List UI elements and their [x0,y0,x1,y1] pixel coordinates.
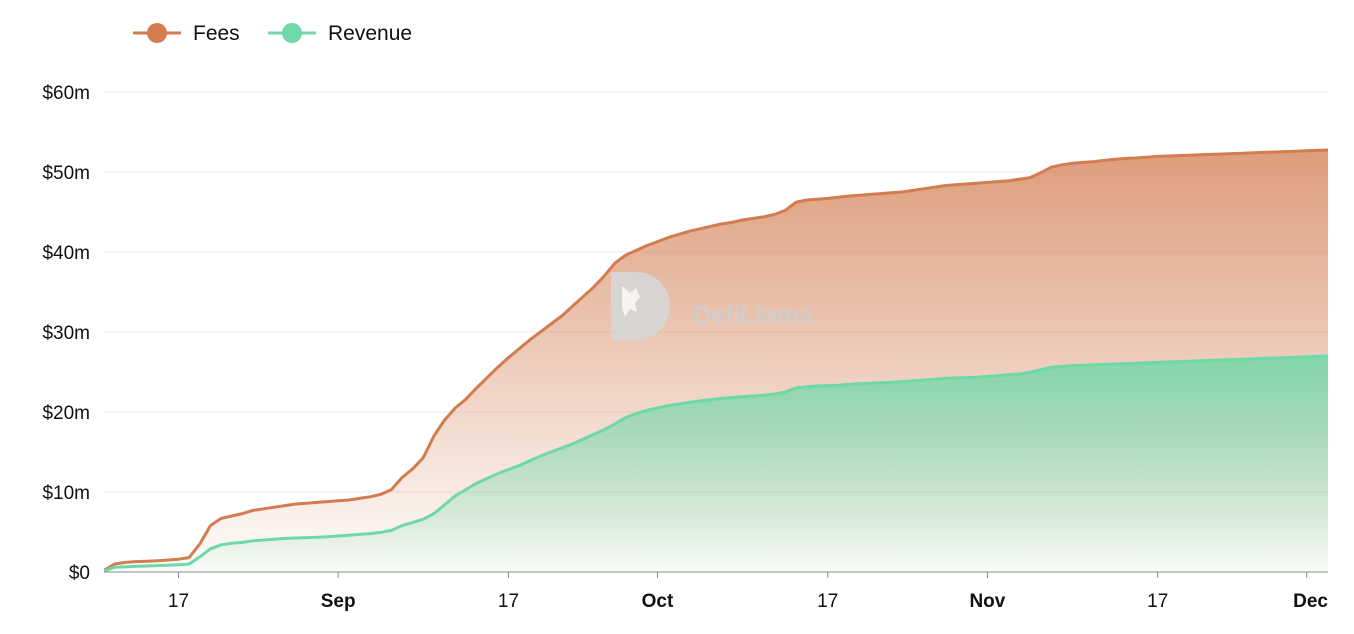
y-tick-label: $30m [42,323,90,344]
legend-item-fees[interactable]: Fees [133,22,240,45]
x-tick-label: 17 [1147,591,1168,612]
y-tick-label: $10m [42,483,90,504]
defillama-logo-icon [611,272,670,340]
x-tick-label: Oct [642,591,674,612]
x-tick-label: Nov [969,591,1005,612]
legend-fees-label: Fees [193,22,240,45]
y-tick-label: $0 [69,563,90,584]
x-tick-label: Sep [321,591,356,612]
defillama-watermark: DefiLlama [611,272,814,340]
watermark-text: DefiLlama [693,301,814,329]
legend-revenue-marker-icon [282,23,302,43]
y-tick-label: $40m [42,243,90,264]
fees-line [104,148,1328,572]
revenue-area [104,356,1328,572]
revenue-line [104,354,1328,572]
x-tick-label: Dec [1293,591,1328,612]
x-tick-label: 17 [498,591,519,612]
legend-fees-marker-icon [147,23,167,43]
y-tick-label: $20m [42,403,90,424]
legend-revenue-label: Revenue [328,22,412,45]
y-tick-label: $60m [42,83,90,104]
legend: Fees Revenue [133,22,412,45]
plot-area [104,148,1328,572]
x-tick-label: 17 [817,591,838,612]
y-axis-tick-labels: $0 $10m $20m $30m $40m $50m $60m [42,83,90,584]
y-tick-label: $50m [42,163,90,184]
legend-item-revenue[interactable]: Revenue [268,22,412,45]
x-axis-ticks: 17 Sep 17 Oct 17 Nov 17 Dec [168,572,1328,612]
x-tick-label: 17 [168,591,189,612]
